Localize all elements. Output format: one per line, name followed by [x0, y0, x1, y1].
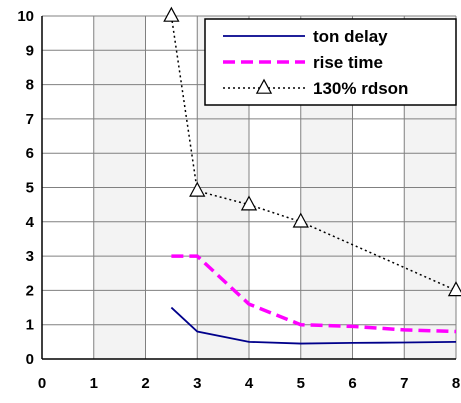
y-tick-label: 9 — [26, 42, 34, 59]
tick-labels: 0 1 2 3 4 5 6 7 8 0 1 2 3 4 5 6 7 8 9 10 — [17, 8, 460, 392]
legend-label: 130% rdson — [313, 79, 408, 98]
y-tick-label: 8 — [26, 77, 34, 94]
series-line-1 — [171, 254, 457, 334]
y-tick-label: 4 — [26, 214, 35, 231]
x-tick-label: 6 — [348, 375, 356, 392]
data-point — [447, 281, 461, 297]
data-point — [240, 195, 258, 211]
x-tick-label: 8 — [452, 375, 460, 392]
y-tick-label: 5 — [26, 180, 34, 197]
y-tick-label: 6 — [26, 145, 34, 162]
x-tick-label: 1 — [90, 375, 98, 392]
x-tick-label: 4 — [245, 375, 254, 392]
y-tick-label: 2 — [26, 282, 34, 299]
y-tick-label: 10 — [17, 8, 34, 25]
legend-label: ton delay — [313, 27, 388, 46]
y-tick-label: 1 — [26, 317, 34, 334]
data-point — [163, 6, 180, 22]
data-point — [292, 212, 309, 228]
series-layer — [163, 6, 461, 345]
x-tick-label: 0 — [38, 375, 46, 392]
y-tick-label: 0 — [26, 351, 34, 368]
legend-marker — [255, 78, 273, 94]
x-tick-label: 2 — [141, 375, 149, 392]
x-tick-label: 5 — [297, 375, 305, 392]
legend: ton delay rise time 130% rdson — [204, 18, 457, 106]
y-tick-label: 7 — [26, 111, 34, 128]
x-tick-label: 3 — [193, 375, 201, 392]
data-point — [189, 181, 206, 197]
axes — [41, 16, 456, 360]
x-tick-label: 7 — [400, 375, 408, 392]
legend-label: rise time — [313, 53, 383, 72]
series-line-0 — [170, 306, 457, 345]
y-tick-label: 3 — [26, 248, 34, 265]
